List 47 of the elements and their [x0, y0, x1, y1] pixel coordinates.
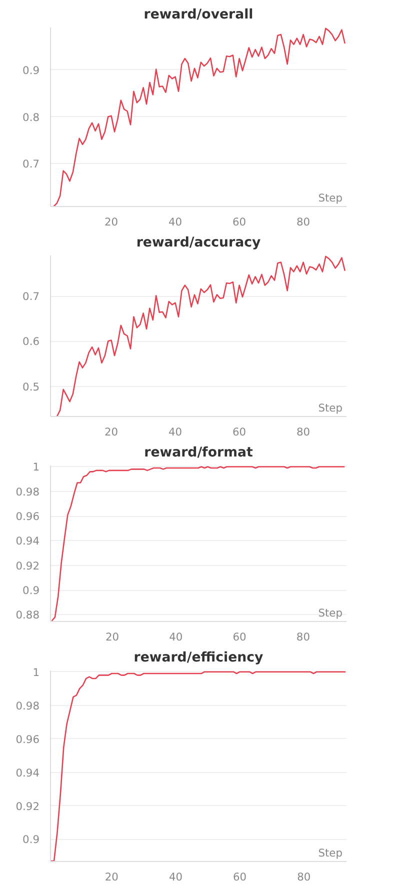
x-tick-label: 80 [297, 870, 311, 884]
y-tick-label: 1 [32, 666, 40, 679]
x-tick-label: 80 [296, 630, 310, 644]
y-tick-label: 0.6 [22, 335, 40, 348]
x-axis-title: Step [318, 846, 343, 860]
chart-title: reward/accuracy [136, 236, 261, 250]
x-tick-label: 20 [105, 630, 120, 644]
chart-title: reward/efficiency [134, 650, 264, 666]
x-tick-label: 40 [168, 426, 182, 438]
y-tick-label: 0.7 [22, 158, 40, 171]
x-axis-title: Step [318, 402, 343, 414]
x-tick-label: 60 [232, 630, 247, 644]
x-axis-title: Step [318, 606, 343, 620]
x-tick-label: 80 [296, 216, 310, 228]
line-series [53, 28, 346, 206]
x-tick-label: 60 [232, 216, 246, 228]
y-tick-label: 0.98 [16, 699, 40, 712]
y-tick-label: 0.98 [16, 485, 40, 498]
y-tick-label: 0.94 [16, 534, 40, 548]
y-tick-label: 0.9 [22, 584, 40, 598]
x-tick-label: 60 [232, 426, 246, 438]
y-tick-label: 0.94 [16, 766, 40, 780]
y-tick-label: 0.92 [16, 559, 40, 572]
x-tick-label: 80 [296, 426, 310, 438]
x-tick-label: 20 [104, 870, 119, 884]
y-tick-label: 0.96 [16, 732, 40, 746]
x-tick-label: 20 [104, 216, 118, 228]
line-series [56, 256, 346, 416]
x-tick-label: 40 [168, 870, 183, 884]
y-tick-label: 0.7 [22, 290, 40, 304]
chart-title: reward/format [144, 446, 254, 460]
line-series [50, 671, 346, 862]
chart-title: reward/overall [144, 8, 254, 22]
x-tick-label: 40 [168, 216, 182, 228]
x-tick-label: 40 [169, 630, 183, 644]
x-axis-title: Step [318, 192, 343, 204]
y-tick-label: 0.92 [16, 800, 40, 813]
x-tick-label: 20 [104, 426, 118, 438]
y-tick-label: 0.9 [22, 833, 40, 846]
x-tick-label: 60 [233, 870, 247, 884]
line-series [51, 466, 346, 622]
y-tick-label: 0.88 [16, 608, 40, 622]
y-tick-label: 0.9 [22, 64, 40, 77]
y-tick-label: 0.8 [22, 110, 40, 124]
y-tick-label: 1 [32, 460, 40, 474]
y-tick-label: 0.96 [16, 510, 40, 524]
y-tick-label: 0.5 [22, 380, 40, 394]
